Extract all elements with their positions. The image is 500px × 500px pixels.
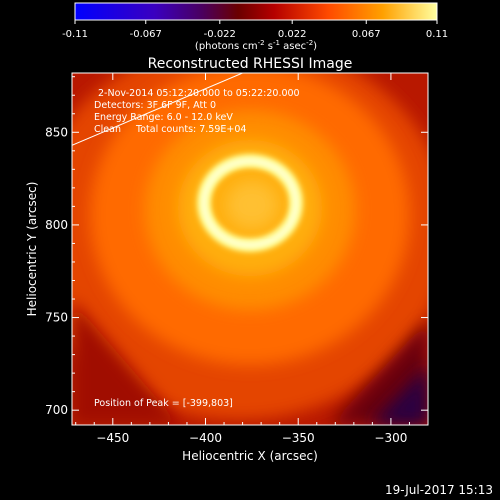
- colorbar-gradient: [74, 2, 438, 21]
- limb-line: [72, 73, 243, 146]
- y-tick-label: 800: [45, 218, 68, 232]
- y-tick-label: 700: [45, 403, 68, 417]
- timestamp: 19-Jul-2017 15:13: [385, 483, 493, 497]
- y-tick-label: 750: [45, 311, 68, 325]
- y-tick-label: 850: [45, 125, 68, 139]
- heatmap: [72, 73, 428, 425]
- colorbar-tick-label: 0.11: [426, 29, 448, 40]
- y-axis-label: Heliocentric Y (arcsec): [25, 182, 39, 317]
- colorbar-unit-label: (photons cm-2 s-1 asec-2): [195, 39, 317, 52]
- colorbar-tick-label: -0.067: [130, 29, 162, 40]
- colorbar-tick-label: 0.067: [352, 29, 381, 40]
- y-axis: 700 750 800 850: [45, 76, 428, 417]
- x-tick-label: −400: [189, 431, 222, 445]
- chart-title: Reconstructed RHESSI Image: [148, 56, 353, 72]
- time-range-text: 2-Nov-2014 05:12:20.000 to 05:22:20.000: [98, 88, 300, 99]
- annotations: 2-Nov-2014 05:12:20.000 to 05:22:20.000 …: [94, 88, 300, 409]
- clean-text: Clean Total counts: 7.59E+04: [94, 124, 246, 135]
- colorbar-tick-label: 0.022: [278, 29, 307, 40]
- x-tick-label: −300: [374, 431, 407, 445]
- detectors-text: Detectors: 3F 6F 9F, Att 0: [94, 100, 216, 111]
- x-tick-label: −350: [282, 431, 315, 445]
- energy-text: Energy Range: 6.0 - 12.0 keV: [94, 112, 233, 123]
- plot-frame: [71, 72, 429, 426]
- colorbar-tick-label: -0.11: [62, 29, 88, 40]
- x-tick-label: −450: [96, 431, 129, 445]
- colorbar-ticks: -0.11 -0.067 -0.022 0.022 0.067 0.11: [62, 20, 448, 40]
- x-axis-label: Heliocentric X (arcsec): [182, 449, 318, 463]
- colorbar-tick-label: -0.022: [204, 29, 236, 40]
- colorbar: -0.11 -0.067 -0.022 0.022 0.067 0.11 (photons…: [62, 2, 448, 52]
- peak-position-text: Position of Peak = [-399,803]: [94, 398, 233, 409]
- x-axis: −450 −400 −350 −300: [75, 73, 429, 445]
